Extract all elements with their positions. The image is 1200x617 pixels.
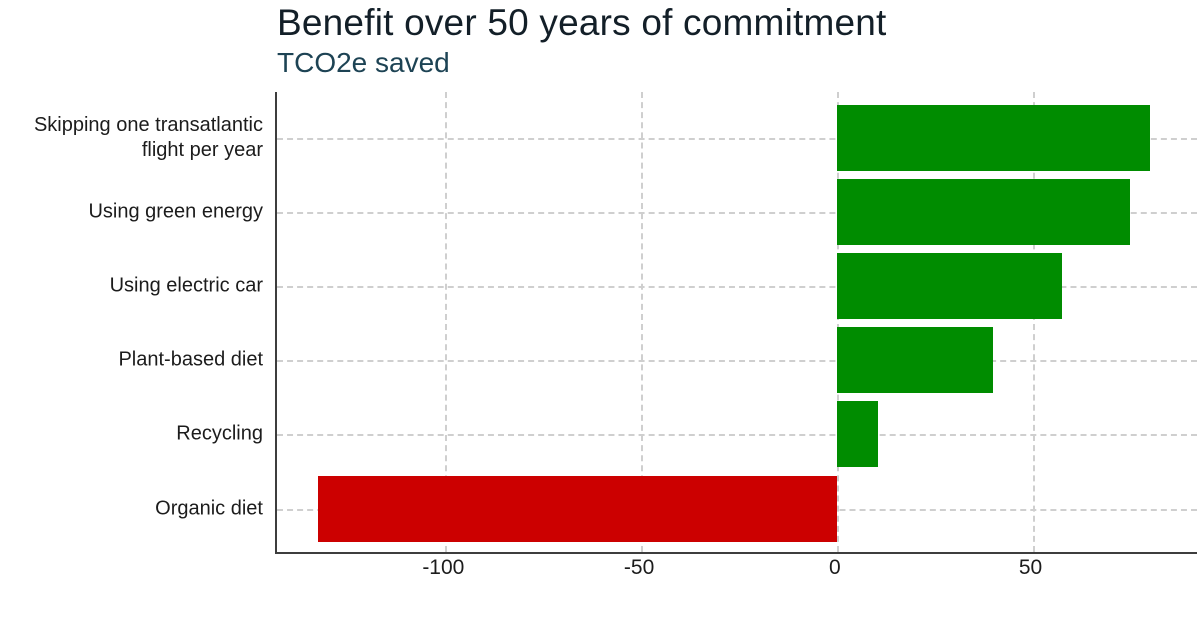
bar <box>836 179 1131 246</box>
bar <box>318 475 837 542</box>
gridline-v <box>445 92 448 552</box>
category-label: Recycling <box>176 422 263 445</box>
bar <box>836 327 994 394</box>
gridline-v <box>1032 92 1035 552</box>
category-label: Using green energy <box>88 200 263 223</box>
bar <box>836 105 1151 171</box>
bar <box>836 253 1062 320</box>
category-label: Skipping one transatlantic flight per ye… <box>33 114 263 161</box>
chart-subtitle: TCO2e saved <box>277 47 450 78</box>
category-label: Using electric car <box>109 274 263 297</box>
category-label: Plant-based diet <box>118 348 263 371</box>
gridline-v <box>836 92 839 552</box>
plot-area <box>275 92 1197 554</box>
gridline-h <box>277 138 1197 140</box>
gridline-h <box>277 212 1197 215</box>
x-axis-labels: -100 -50 0 50 <box>275 556 1195 590</box>
gridline-h <box>277 434 1197 437</box>
x-tick-label: 0 <box>828 556 841 579</box>
y-axis-labels: Skipping one transatlantic flight per ye… <box>0 92 263 552</box>
gridline-h <box>277 286 1197 289</box>
gridline-h <box>277 360 1197 363</box>
x-tick-label: -50 <box>623 556 655 579</box>
chart-title: Benefit over 50 years of commitment <box>277 2 887 43</box>
category-label: Organic diet <box>155 497 263 519</box>
x-tick-label: -100 <box>422 556 465 579</box>
bar <box>836 401 878 468</box>
gridline-v <box>641 92 644 552</box>
x-tick-label: 50 <box>1018 556 1043 579</box>
